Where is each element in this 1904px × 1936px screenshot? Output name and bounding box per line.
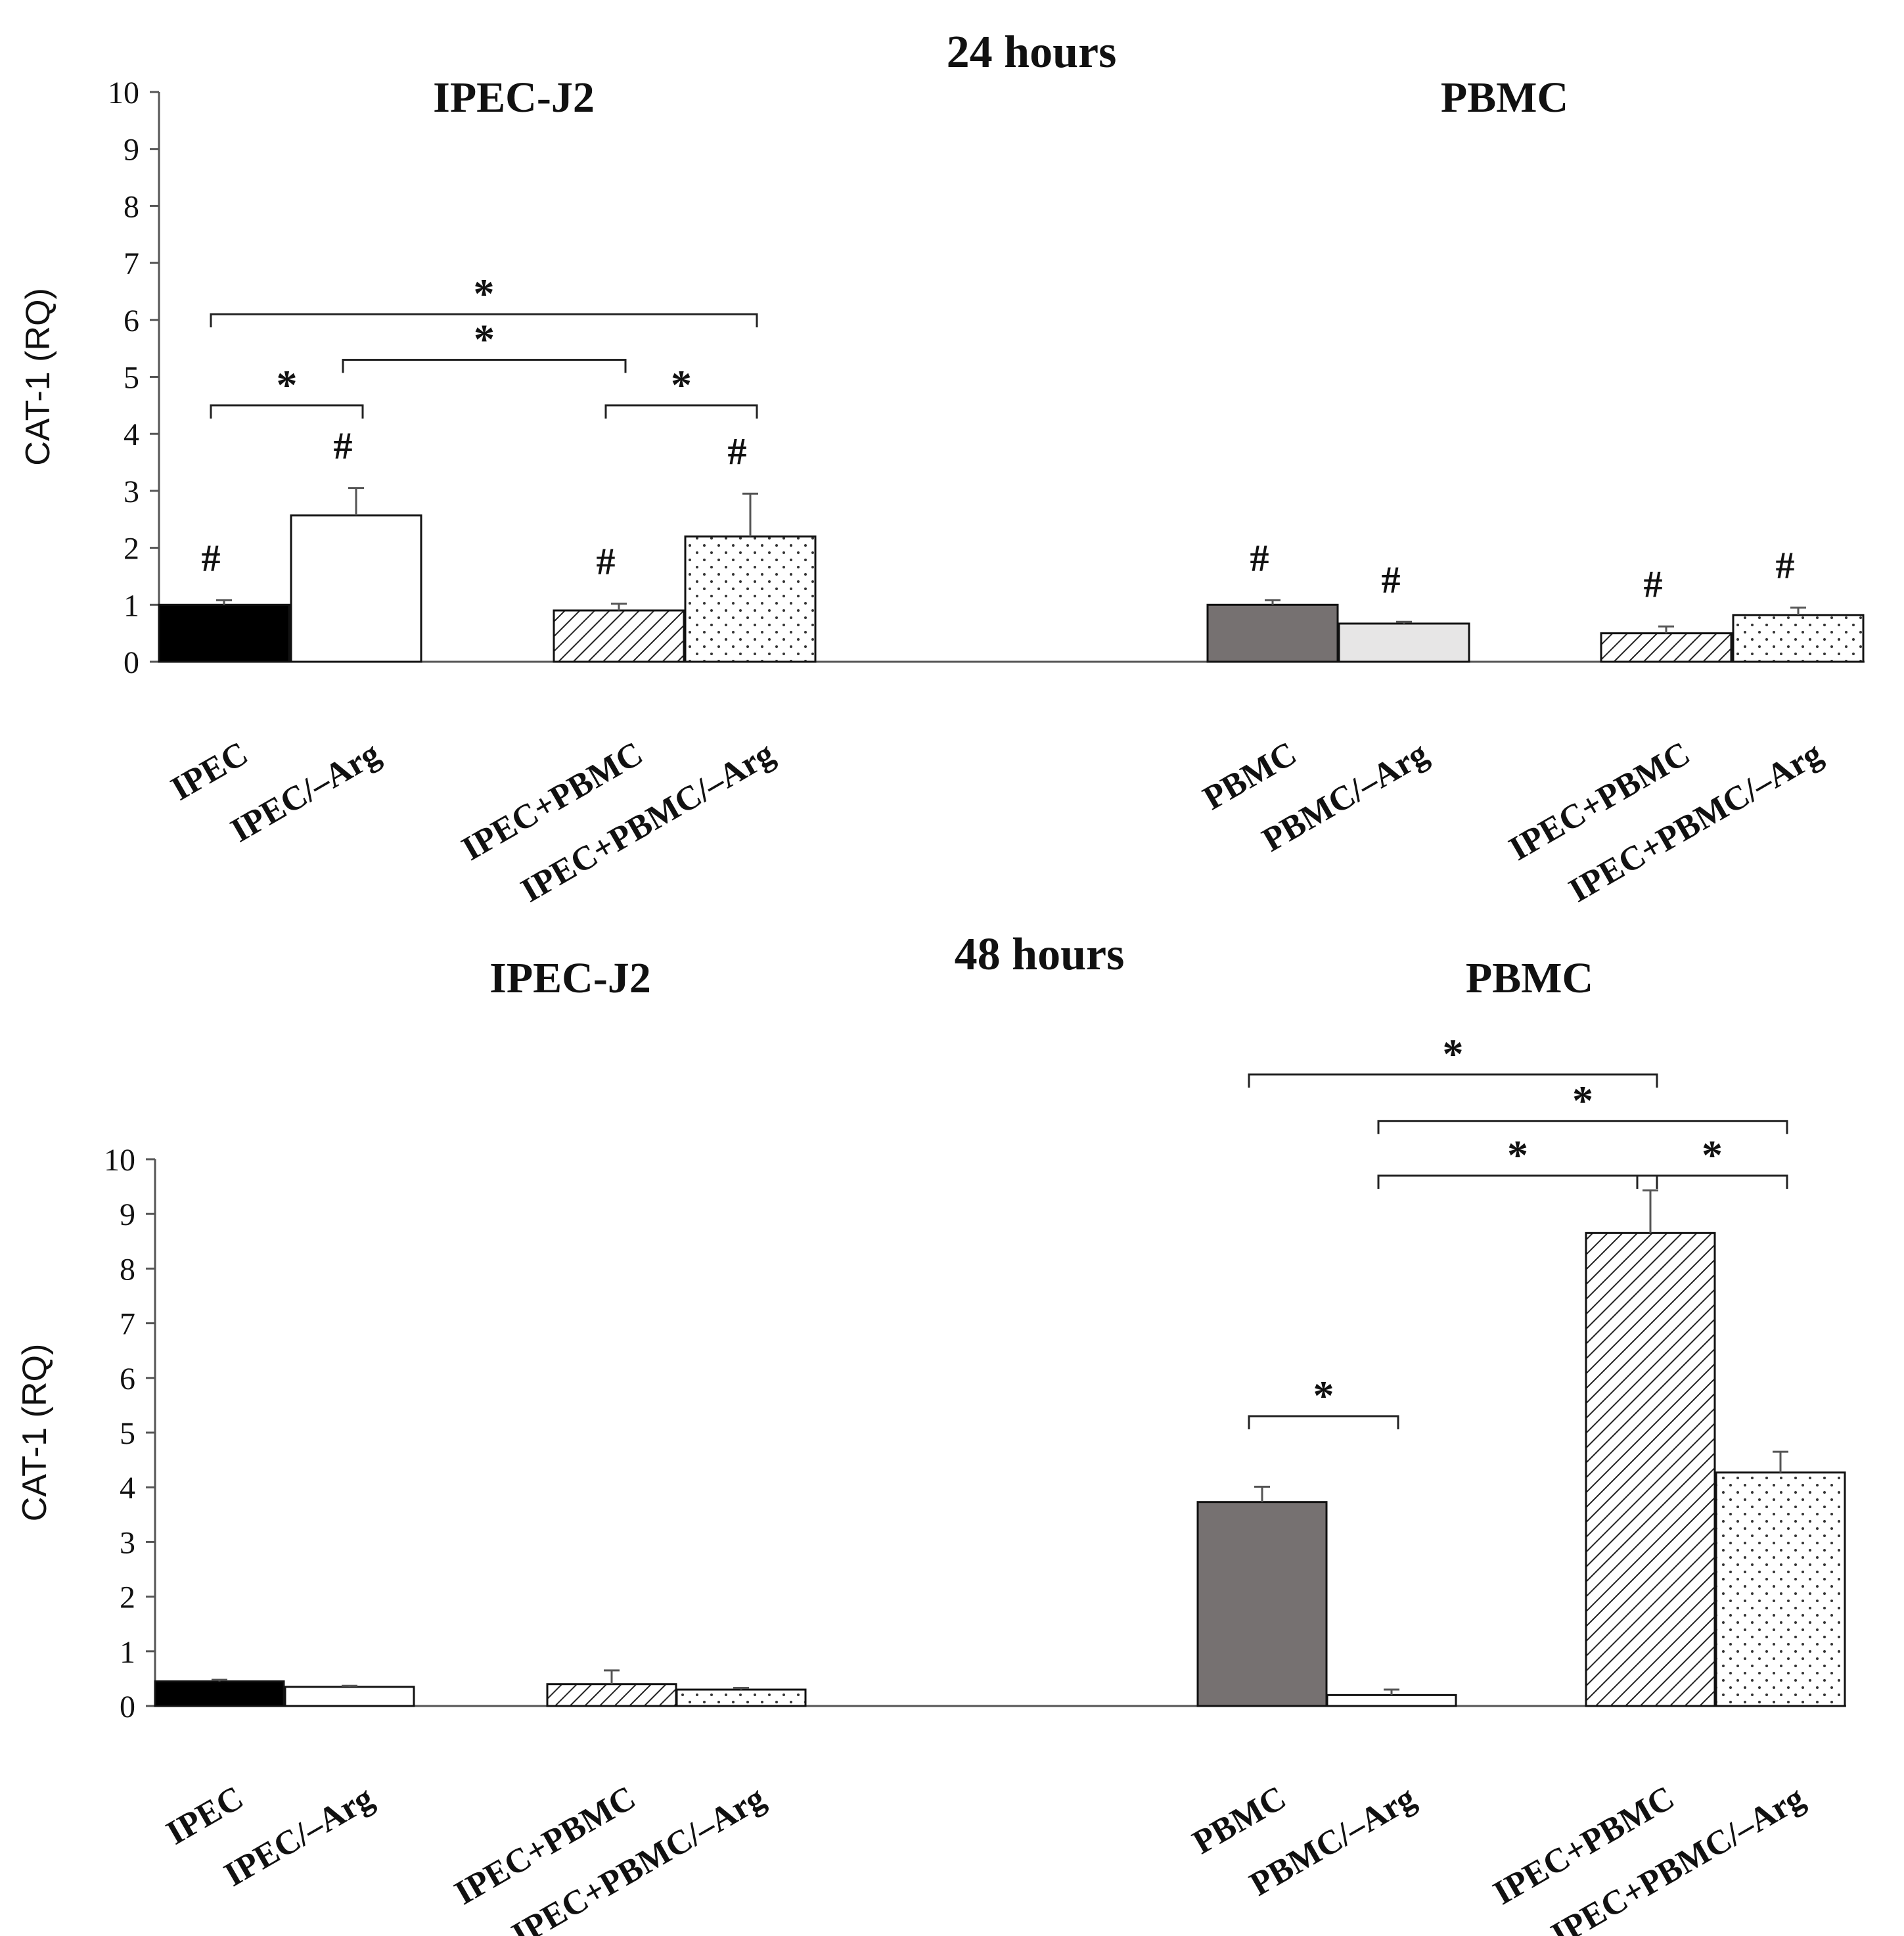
significance-star: * <box>1572 1077 1593 1124</box>
bar-ipec-pbmc-arg <box>1715 1471 1846 1707</box>
significance-star: * <box>474 270 495 317</box>
category-label: IPEC/–Arg <box>218 1779 380 1894</box>
group-title-0: IPEC-J2 <box>433 74 595 122</box>
y-tick-label: 1 <box>120 1635 135 1670</box>
bar-ipec-pbmc <box>1600 632 1733 663</box>
category-label: PBMC <box>1187 1779 1292 1862</box>
significance-bracket <box>210 313 758 328</box>
group-title-1: PBMC <box>1441 74 1568 122</box>
y-tick-label: 0 <box>124 645 139 680</box>
significance-bracket <box>1248 1073 1658 1088</box>
y-tick-label: 2 <box>124 532 139 566</box>
category-label: IPEC <box>160 1779 250 1852</box>
category-label: IPEC <box>165 735 254 808</box>
significance-star: * <box>474 315 495 362</box>
chart-panel-0: 24 hours IPEC-J2 PBMC CAT-1 (RQ) 0 1 2 3 4 5 6 7 8 9 1… <box>19 27 1865 910</box>
category-label: IPEC+PBMC/–Arg <box>515 735 781 910</box>
bar-ipec <box>158 603 290 663</box>
chart-title: 24 hours <box>947 27 1117 78</box>
significance-bracket <box>1377 1120 1788 1134</box>
significance-bracket <box>342 358 627 373</box>
hash-mark: # <box>597 540 616 583</box>
y-tick-label: 10 <box>104 1143 135 1178</box>
significance-bracket <box>604 404 758 419</box>
significance-star: * <box>671 361 692 408</box>
y-tick-label: 6 <box>124 304 139 338</box>
bar-pbmc <box>1206 603 1339 663</box>
category-label: IPEC/–Arg <box>225 735 386 850</box>
y-tick-label: 10 <box>108 76 139 110</box>
group-title-0: IPEC-J2 <box>489 954 651 1002</box>
hash-mark: # <box>1776 544 1795 587</box>
hash-mark: # <box>728 430 747 472</box>
category-label: IPEC+PBMC/–Arg <box>1563 735 1828 910</box>
hash-mark: # <box>1644 563 1663 605</box>
y-tick-label: 1 <box>124 588 139 623</box>
y-tick-label: 8 <box>120 1252 135 1287</box>
category-label: PBMC <box>1197 735 1303 818</box>
bar-pbmc-arg <box>1326 1694 1457 1707</box>
significance-bracket <box>1636 1174 1788 1189</box>
y-tick-label: 3 <box>124 474 139 509</box>
bar-ipec-pbmc <box>553 609 685 663</box>
significance-bracket <box>1377 1174 1658 1189</box>
bar-ipec-pbmc <box>546 1683 677 1707</box>
y-tick-label: 7 <box>124 246 139 281</box>
hash-mark: # <box>202 536 221 579</box>
y-tick-label: 3 <box>120 1525 135 1560</box>
bar-ipec-pbmc-arg <box>1732 614 1865 663</box>
significance-star: * <box>1313 1372 1334 1419</box>
group-title-1: PBMC <box>1466 954 1593 1002</box>
hash-mark: # <box>1382 558 1401 601</box>
significance-star: * <box>1443 1030 1464 1077</box>
bar-ipec-pbmc-arg <box>684 535 817 663</box>
significance-star: * <box>1702 1132 1723 1178</box>
hash-mark: # <box>334 425 353 467</box>
y-tick-label: 7 <box>120 1307 135 1342</box>
y-tick-label: 2 <box>120 1580 135 1615</box>
significance-star: * <box>277 361 298 408</box>
bar-ipec-arg <box>290 514 422 663</box>
y-tick-label: 5 <box>120 1416 135 1451</box>
y-tick-label: 8 <box>124 189 139 224</box>
y-axis-label: CAT-1 (RQ) <box>16 1344 54 1522</box>
y-tick-label: 9 <box>120 1197 135 1232</box>
bar-pbmc <box>1196 1501 1328 1707</box>
y-axis-label: CAT-1 (RQ) <box>19 288 57 466</box>
bar-ipec-arg <box>284 1686 415 1707</box>
y-tick-label: 9 <box>124 133 139 168</box>
y-tick-label: 0 <box>120 1690 135 1724</box>
bar-ipec-pbmc <box>1585 1232 1716 1707</box>
y-tick-label: 4 <box>124 417 139 452</box>
significance-bracket <box>210 404 364 419</box>
chart-title: 48 hours <box>955 929 1125 980</box>
y-tick-label: 4 <box>120 1471 135 1506</box>
bar-pbmc-arg <box>1338 622 1470 663</box>
hash-mark: # <box>1250 536 1269 579</box>
y-tick-label: 6 <box>120 1362 135 1396</box>
chart-panel-1: 48 hours IPEC-J2 PBMC CAT-1 (RQ) 0 1 2 3 4 5 6 7 8 9 1… <box>16 929 1846 1936</box>
bar-ipec <box>154 1680 285 1707</box>
significance-star: * <box>1507 1132 1528 1178</box>
y-tick-label: 5 <box>124 361 139 396</box>
bar-ipec-pbmc-arg <box>675 1688 807 1707</box>
significance-bracket <box>1248 1415 1399 1430</box>
